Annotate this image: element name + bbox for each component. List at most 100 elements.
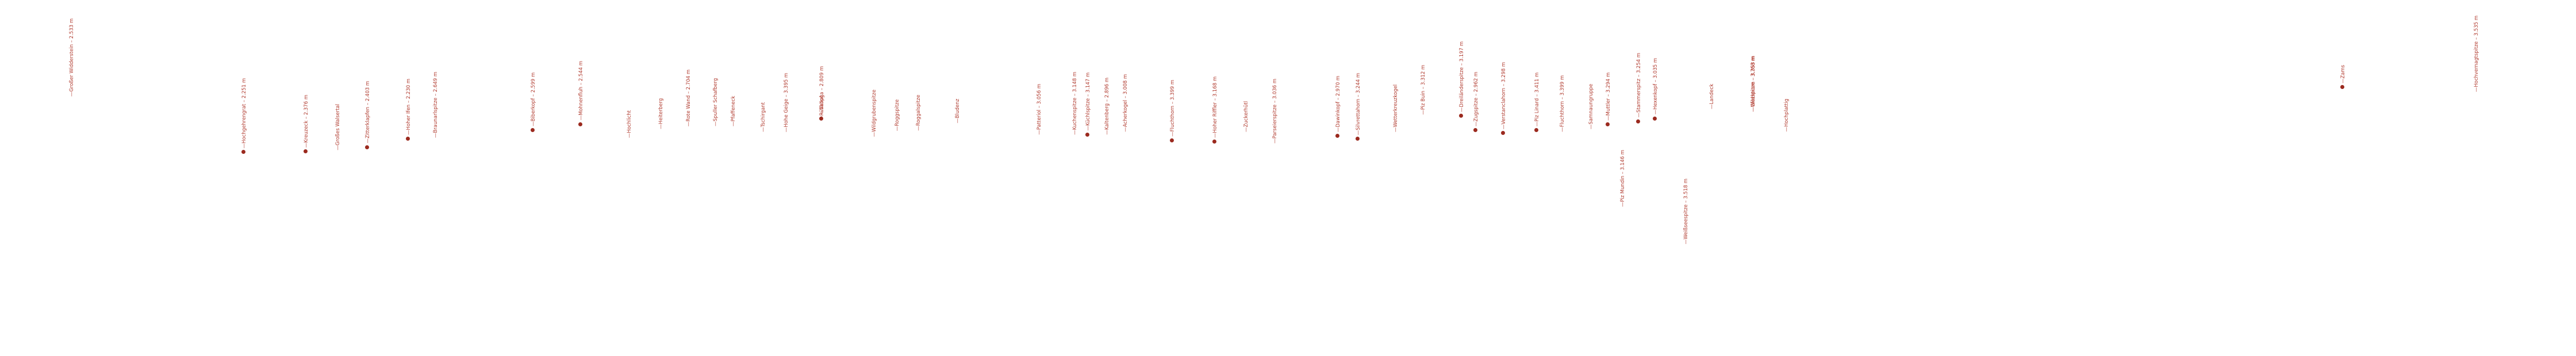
peak-dot: [1356, 137, 1360, 141]
peak-marker: —Zams: [2339, 9, 2350, 89]
peak-marker: —Landeck: [1707, 0, 1719, 109]
peak-marker: —Wetterkreuzkogel: [1391, 34, 1403, 132]
peak-label: —Hochplattig: [1784, 99, 1790, 132]
peak-dot: [1534, 128, 1538, 132]
peak-marker: —Großes Walsertal: [333, 69, 345, 150]
peak-label: —Wildspitze – 3.768 m: [1750, 56, 1756, 112]
peak-marker: —Kuchenspitze – 3.148 m: [1070, 23, 1082, 135]
peak-label: —Mohnenfluh – 2.544 m: [578, 61, 584, 121]
peak-dot: [241, 150, 245, 154]
peak-dot: [1606, 122, 1610, 126]
peak-label: —Piz Mundin – 3.146 m: [1620, 149, 1626, 207]
peak-marker: —Hochlicht: [625, 92, 636, 138]
peak-label: —Piz Linard – 3.411 m: [1534, 72, 1540, 126]
peak-marker: —Stammerspitz – 3.254 m: [1634, 20, 1646, 123]
peak-label: —Wildgrubenspitze: [872, 89, 877, 137]
peak-marker: —Acherkogel – 3.008 m: [1121, 34, 1132, 132]
peak-label: —Patteriol – 3.056 m: [1036, 84, 1042, 135]
peak-marker: —Heiterberg: [657, 72, 668, 129]
peak-marker: —Wildspitze – 3.768 m: [1749, 20, 1760, 112]
peak-dot: [1653, 117, 1657, 121]
peak-marker: —Braunarlspitze – 2.649 m: [431, 63, 443, 138]
peak-marker: —Biberkopf – 2.599 m: [529, 34, 540, 132]
peak-dot: [1473, 128, 1477, 132]
peak-marker: —Muttler – 3.294 m: [1604, 52, 1615, 126]
peak-dot: [406, 137, 410, 141]
peak-marker: —Pfaffeneck: [729, 72, 740, 126]
peak-label: —Kuchenspitze – 3.148 m: [1072, 72, 1078, 135]
peak-marker: —Zuckerhütl: [1242, 34, 1253, 132]
peak-marker: —Wildgrubenspitze: [870, 28, 881, 137]
peak-label: —Zuckerhütl: [1243, 100, 1249, 132]
peak-label: —Bludenz: [955, 99, 961, 123]
peak-label: —Landeck: [1709, 83, 1715, 109]
peak-marker: —Fluchthorn – 3.399 m: [1558, 55, 1569, 132]
peak-label: —Parseierspitze – 3.036 m: [1272, 79, 1278, 144]
peak-marker: —Hochplattig: [1782, 34, 1794, 132]
peak-label: —Roggalspitze: [916, 95, 922, 131]
peak-label: —Hochgehrengrat – 2.251 m: [241, 78, 247, 149]
peak-marker: —Kreuzeck – 2.376 m: [302, 66, 313, 153]
peak-label: —Pfaffeneck: [731, 95, 736, 126]
peak-label: —Acherkogel – 3.008 m: [1123, 74, 1128, 132]
peak-label: —Wetterkreuzkogel: [1393, 84, 1399, 132]
peak-label: —Stammerspitz – 3.254 m: [1636, 53, 1642, 118]
peak-label: —Spuller Schafberg: [713, 78, 719, 126]
peak-dot: [531, 128, 535, 132]
peak-dot: [1170, 138, 1174, 142]
peak-marker: —Dreiländerspitze – 3.197 m: [1457, 17, 1469, 118]
peak-label: —Tschirgant: [761, 102, 766, 132]
peak-marker: —Rote Wand – 2.704 m: [684, 69, 696, 126]
peak-label: —Küchlspitze – 3.147 m: [1085, 72, 1091, 131]
peak-marker: —Silvrettahorn – 3.244 m: [1354, 63, 1365, 141]
peak-dot: [578, 122, 582, 126]
peak-label: —Silvrettahorn – 3.244 m: [1356, 72, 1361, 135]
peak-label: —Fluchthorn – 3.399 m: [1170, 80, 1176, 137]
peak-marker: —Spuller Schafberg: [711, 40, 723, 126]
peak-label: —Hohe Geige – 3.395 m: [784, 72, 789, 132]
peak-label: —Kreuzeck – 2.376 m: [304, 94, 309, 148]
peak-marker: —Hoher Riffler – 3.168 m: [1211, 63, 1222, 144]
peak-marker: —Küchlspitze – 3.147 m: [1084, 46, 1095, 137]
peak-label: —Heiterberg: [658, 98, 664, 129]
peak-marker: —Großer Widderstein – 2.533 m: [67, 5, 79, 96]
peak-marker: —Tschirgant: [759, 34, 770, 132]
peak-label: —Hochlicht: [627, 110, 632, 138]
peak-label: —Zugspitze – 2.962 m: [1473, 71, 1479, 126]
peak-label: —Großes Walsertal: [335, 104, 341, 150]
peak-marker: —Verstanclahorn – 3.298 m: [1499, 46, 1511, 135]
peak-marker: —Piz Mundin – 3.146 m: [1618, 150, 1630, 207]
peak-marker: —Hoher Ifen – 2.230 m: [404, 40, 416, 141]
peak-label: —Dawinkopf – 2.970 m: [1335, 75, 1341, 132]
peak-marker: —Roggspitze: [893, 10, 904, 131]
peak-label: —Weißseespitze – 3.518 m: [1683, 178, 1689, 244]
peak-label: —Piz Buin – 3.312 m: [1421, 65, 1426, 115]
peak-marker: —Dawinkopf – 2.970 m: [1334, 43, 1345, 138]
peak-label: —Muttler – 3.294 m: [1606, 72, 1611, 121]
peak-label: —Hoher Ifen – 2.230 m: [406, 79, 412, 135]
peak-label: —Samnaungruppe: [1588, 83, 1594, 129]
peak-label: —Zitterklapfen – 2.403 m: [365, 81, 371, 144]
peak-dot: [819, 117, 823, 121]
peak-dot: [1459, 114, 1463, 118]
peak-label: —Fluchthorn – 3.399 m: [1560, 75, 1565, 132]
peak-marker: —Hochgehrengrat – 2.251 m: [240, 63, 251, 154]
peak-label: —Rote Wand – 2.704 m: [686, 69, 692, 126]
peak-label: —Hexenkopf – 3.035 m: [1653, 58, 1659, 115]
peak-marker: —Hexenkopf – 3.035 m: [1651, 43, 1663, 121]
peak-dot: [2340, 85, 2344, 89]
peak-marker: —Weißseespitze – 3.518 m: [1681, 179, 1693, 244]
peak-marker: —Hochvernagtspitze – 3.535 m: [2472, 16, 2483, 92]
peak-marker: —Hohe Geige – 3.395 m: [782, 34, 793, 132]
peak-dot: [1085, 133, 1089, 137]
peak-marker: —Kaltenberg – 2.896 m: [1103, 52, 1114, 135]
peak-label: —Kaltenberg – 2.896 m: [1104, 78, 1110, 135]
peak-label: —Hoher Riffler – 3.168 m: [1212, 76, 1218, 138]
peak-marker: —Bludenz: [953, 34, 965, 123]
peak-dot: [304, 149, 308, 153]
peak-marker: —Valluga – 2.809 m: [817, 26, 829, 121]
peak-dot: [1501, 131, 1505, 135]
peak-label: —Verstanclahorn – 3.298 m: [1501, 61, 1507, 129]
peak-marker: —Zitterklapfen – 2.403 m: [363, 46, 375, 149]
peak-label: —Valluga – 2.809 m: [819, 66, 825, 115]
